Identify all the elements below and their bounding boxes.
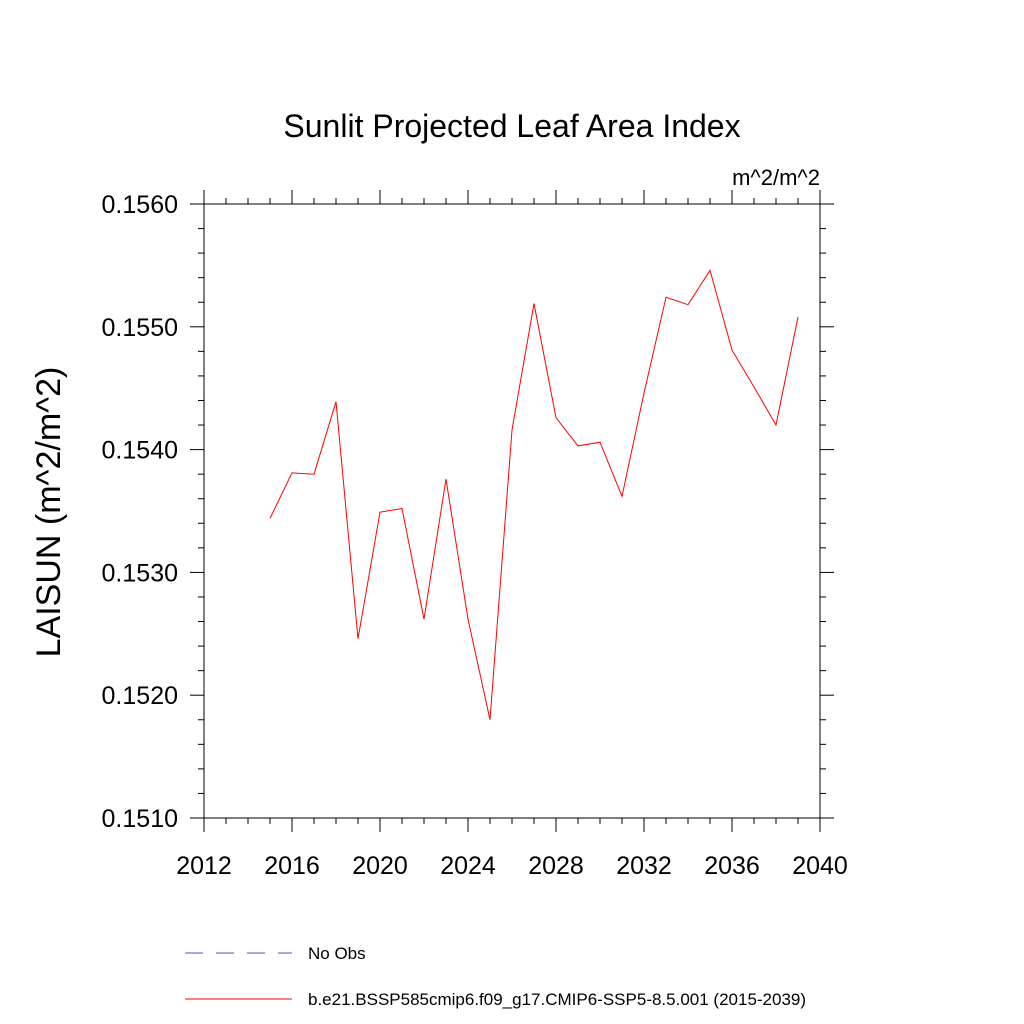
y-tick-label: 0.1510 (102, 805, 178, 833)
y-tick-label: 0.1530 (102, 559, 178, 587)
x-tick-label: 2020 (352, 852, 408, 880)
y-tick-label: 0.1550 (102, 314, 178, 342)
y-tick-label: 0.1520 (102, 682, 178, 710)
x-tick-label: 2040 (792, 852, 848, 880)
legend-label: No Obs (308, 944, 366, 963)
x-tick-label: 2024 (440, 852, 496, 880)
x-tick-label: 2032 (616, 852, 672, 880)
x-tick-label: 2016 (264, 852, 320, 880)
series-line (269, 269, 799, 720)
units-label: m^2/m^2 (732, 165, 820, 190)
y-tick-label: 0.1560 (102, 191, 178, 219)
x-tick-label: 2028 (528, 852, 584, 880)
legend-label: b.e21.BSSP585cmip6.f09_g17.CMIP6-SSP5-8.… (308, 990, 806, 1009)
chart-title: Sunlit Projected Leaf Area Index (283, 108, 740, 144)
y-tick-label: 0.1540 (102, 437, 178, 465)
x-tick-label: 2012 (176, 852, 232, 880)
plot-frame (203, 203, 821, 819)
y-axis-label: LAISUN (m^2/m^2) (30, 367, 68, 658)
x-tick-label: 2036 (704, 852, 760, 880)
